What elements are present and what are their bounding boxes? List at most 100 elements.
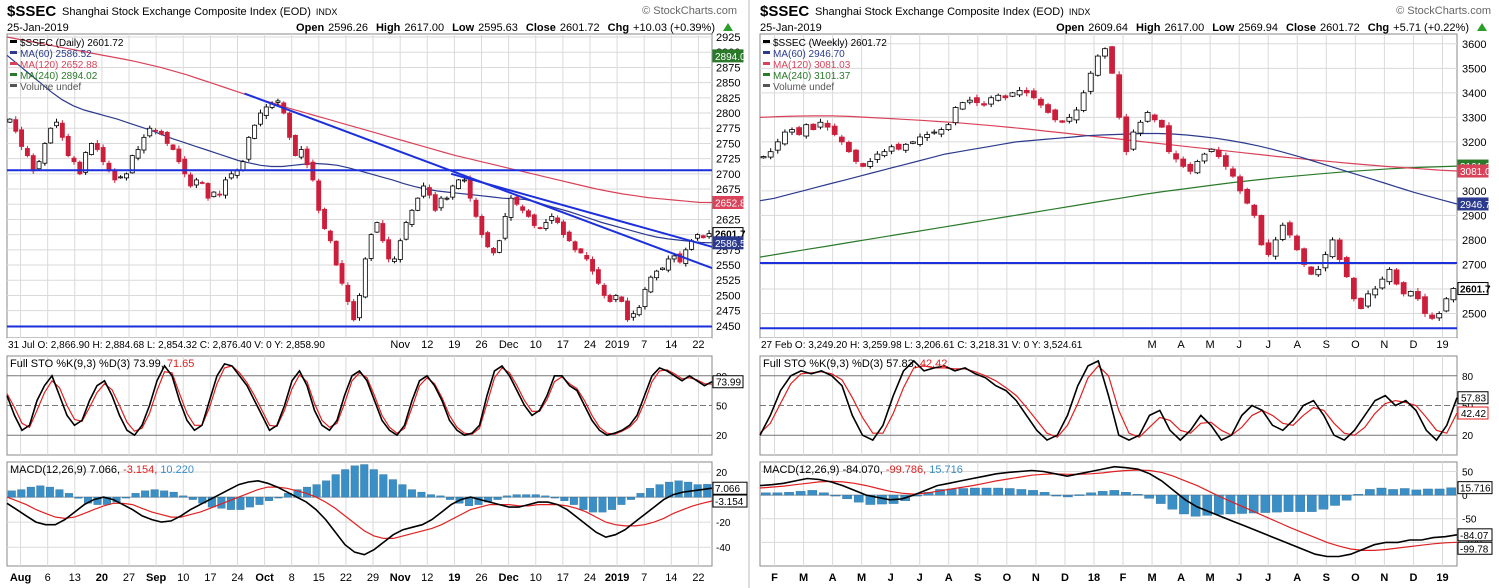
candle-body (240, 161, 246, 171)
candle-body (450, 185, 456, 198)
macd-hist-bar (1179, 494, 1189, 515)
candle-body (467, 177, 473, 199)
candle-body (938, 129, 945, 135)
macd-hist-bar (1411, 489, 1422, 496)
x-tick-label: D (1061, 572, 1069, 584)
macd-hist-bar (7, 490, 16, 498)
mid-x-tick: 17 (557, 339, 569, 351)
candle-body (694, 234, 700, 239)
macd-hist-bar (1074, 494, 1085, 496)
candle-body (351, 301, 357, 321)
macd-hist-bar (160, 490, 169, 498)
macd-hist-bar (417, 491, 426, 498)
ohlc-high_label: High (1136, 22, 1161, 34)
candle-body (860, 163, 867, 167)
legend-swatch (763, 40, 770, 43)
candle-body (531, 214, 537, 226)
y-tick-label: 2900 (1462, 210, 1486, 222)
candle-body (537, 227, 543, 229)
macd-hist-bar (1423, 488, 1433, 496)
candle-body (1144, 112, 1151, 122)
price-badge (712, 49, 744, 63)
candle-body (13, 119, 19, 132)
candle-body (141, 136, 147, 151)
macd-hist-bar (55, 489, 64, 498)
candle-body (1443, 298, 1450, 312)
y-tick-label: 3600 (1462, 39, 1486, 51)
price-badge-label: 2601.7 (715, 230, 746, 241)
sto-k-label: Full STO %K(9,3) %D(3) 57.83, (763, 358, 917, 370)
candle-body (1187, 163, 1194, 172)
macd-hist-bar (341, 469, 350, 498)
macd-badge (1457, 528, 1493, 542)
mid-x-tick: 10 (530, 339, 542, 351)
mid-x-tick: M (1147, 339, 1156, 351)
macd-hist-bar (636, 493, 645, 498)
macd-hist-bar (1446, 487, 1456, 496)
candle-body (36, 161, 42, 170)
candle-body (48, 127, 54, 144)
macd-hist-bar (569, 496, 578, 505)
ohlc-chg_label: Chg (1368, 22, 1389, 34)
candle-body (1329, 239, 1336, 258)
macd-hist-bar (169, 491, 178, 498)
candle-body (42, 143, 48, 164)
y-tick-label: 2450 (716, 321, 740, 333)
macd-level-label: 50 (1462, 467, 1474, 478)
index-name: Shanghai Stock Exchange Composite Index … (815, 6, 1090, 18)
candle-body (555, 217, 561, 223)
candle-body (228, 173, 234, 179)
macd-hist-bar (1051, 494, 1062, 497)
candle-body (917, 136, 923, 145)
candle-body (89, 143, 94, 155)
candle-body (642, 288, 648, 307)
ohlc-low_label: Low (1212, 22, 1234, 34)
candle-body (671, 255, 677, 260)
candle-body (188, 174, 193, 187)
candle-body (54, 121, 59, 127)
x-tick-label: 13 (69, 572, 81, 584)
candle-body (1158, 119, 1165, 128)
x-tick-label: 18 (1088, 572, 1100, 584)
macd-badge-label: -84.07 (1460, 531, 1489, 542)
candle-body (566, 231, 572, 242)
candle-body (1358, 297, 1364, 309)
price-badge-label: 2894.0 (715, 52, 746, 63)
macd-hist-bar (407, 489, 416, 498)
macd-hist-bar (579, 496, 588, 510)
macd-hist-bar (1260, 494, 1271, 513)
macd-hist-bar (1388, 489, 1398, 496)
candle-body (129, 155, 135, 174)
y-tick-label: 2750 (716, 138, 740, 150)
x-tick-label: 7 (641, 572, 647, 584)
candle-body (357, 295, 362, 319)
legend-entry: $SSEC (Weekly) 2601.72 (773, 38, 887, 49)
x-tick-label: 24 (231, 572, 243, 584)
macd-hist-bar (446, 496, 454, 500)
candle-body (1173, 153, 1179, 160)
price-badge-label: 2586.5 (715, 239, 746, 250)
candle-body (339, 263, 345, 284)
macd-level-label: 0 (1462, 491, 1468, 502)
price-badge-label: 3081.0 (1460, 167, 1491, 178)
candle-body (496, 240, 502, 253)
legend-entry: MA(60) 2586.52 (20, 49, 92, 60)
info-line: 27 Feb O: 3,249.20 H: 3,259.98 L: 3,206.… (761, 340, 1083, 351)
sto-badge (1457, 406, 1489, 420)
mid-x-tick: 14 (665, 339, 677, 351)
candle-body (853, 149, 859, 162)
macd-hist-bar (830, 494, 841, 497)
macd-level-label: -40 (716, 543, 731, 554)
sto-level-label: 20 (716, 431, 728, 442)
candle-body (824, 122, 831, 128)
macd-hist-bar (935, 489, 945, 496)
x-tick-label: O (1003, 572, 1012, 584)
candle-body (83, 152, 89, 173)
macd-hist-bar (1237, 494, 1247, 514)
candle-body (234, 170, 240, 176)
candle-body (124, 173, 129, 179)
legend-entry: $SSEC (Daily) 2601.72 (20, 38, 124, 49)
candle-body (1251, 204, 1258, 216)
x-tick-label: 24 (584, 572, 596, 584)
mid-x-tick: D (1409, 339, 1417, 351)
